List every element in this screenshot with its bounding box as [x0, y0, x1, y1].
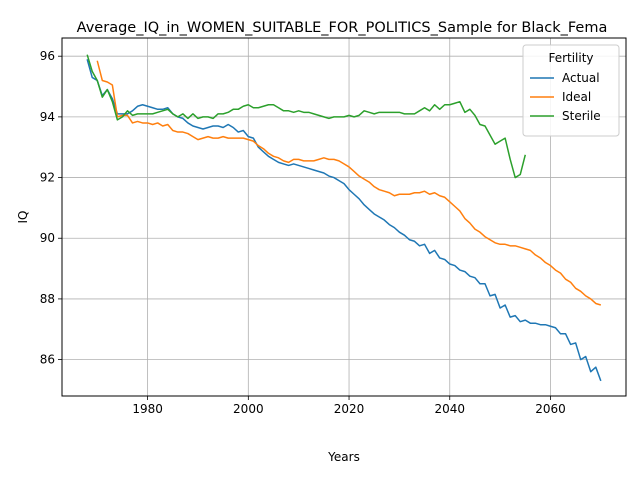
y-axis: 86 88 90 92 94 96 [40, 49, 62, 367]
legend-label: Actual [562, 71, 600, 85]
legend-entries: Actual Ideal Sterile [530, 71, 601, 123]
x-axis: 1980 2000 2020 2040 2060 [132, 396, 566, 416]
legend-box [522, 44, 620, 137]
legend-label: Sterile [562, 109, 601, 123]
legend-label: Ideal [562, 90, 591, 104]
chart-title: Average_IQ_in_WOMEN_SUITABLE_FOR_POLITIC… [77, 20, 608, 36]
legend: Fertility Actual Ideal Sterile [522, 44, 620, 137]
y-tick-label: 94 [40, 110, 55, 124]
y-tick-label: 92 [40, 171, 55, 185]
y-axis-label: IQ [16, 211, 30, 224]
series-line-sterile [86, 54, 527, 179]
series-lines [86, 54, 602, 382]
series-line-ideal [96, 60, 602, 306]
y-tick-label: 88 [40, 292, 55, 306]
y-tick-label: 96 [40, 49, 55, 63]
plot-area [61, 37, 627, 397]
x-tick-label: 2060 [535, 402, 566, 416]
x-axis-label: Years [327, 450, 360, 464]
x-tick-label: 1980 [132, 402, 163, 416]
legend-title: Fertility [548, 51, 593, 65]
x-tick-label: 2020 [334, 402, 365, 416]
x-tick-label: 2040 [434, 402, 465, 416]
y-tick-label: 86 [40, 353, 55, 367]
y-tick-label: 90 [40, 231, 55, 245]
x-tick-label: 2000 [233, 402, 264, 416]
